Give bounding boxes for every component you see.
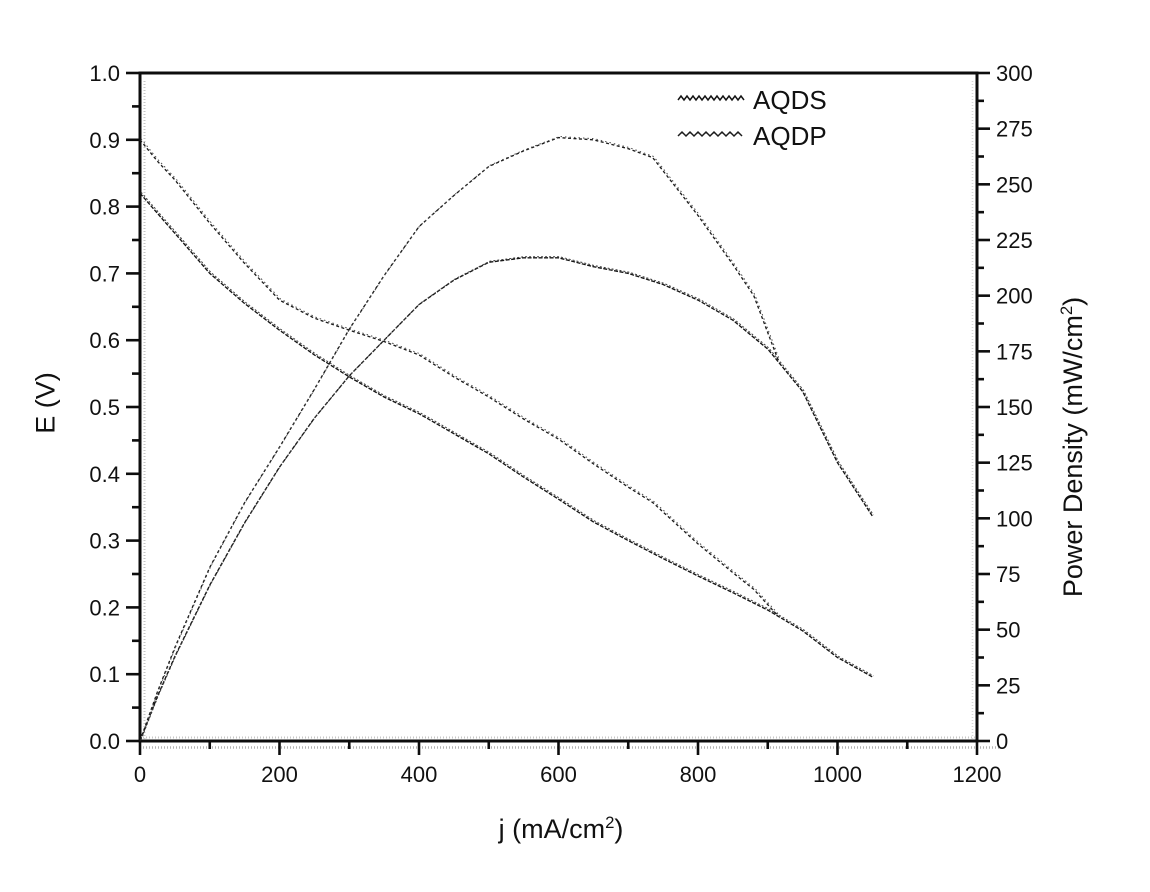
plot-border <box>138 71 979 743</box>
legend-label-aqdp: AQDP <box>753 121 827 151</box>
y-right-tick-label: 300 <box>996 61 1033 86</box>
x-axis-tick-label: 200 <box>261 762 298 787</box>
y-left-tick-label: 0.0 <box>89 729 120 754</box>
y-right-tick-label: 75 <box>996 562 1020 587</box>
y-right-tick-label: 0 <box>996 729 1008 754</box>
curve-aqds-power-density <box>139 257 873 742</box>
x-label-sup: 2 <box>605 813 615 832</box>
y-left-tick-label: 1.0 <box>89 61 120 86</box>
curve-aqds-power-density-echo <box>140 256 874 741</box>
curve-aqdp-power-density <box>139 136 779 742</box>
x-axis-tick-label: 800 <box>680 762 717 787</box>
y-axis-title-left: E (V) <box>31 372 62 434</box>
y-right-tick-label: 25 <box>996 673 1020 698</box>
y-left-tick-label: 0.2 <box>89 595 120 620</box>
legend-swatch-aqds <box>677 94 745 102</box>
y-right-tick-label: 125 <box>996 451 1033 476</box>
curve-aqds-polarization-echo <box>140 191 874 677</box>
y-right-label-sup: 2 <box>1057 305 1076 316</box>
y-right-tick-label: 200 <box>996 284 1033 309</box>
y-right-tick-label: 225 <box>996 228 1033 253</box>
x-axis-tick-label: 0 <box>134 762 146 787</box>
y-right-tick-label: 50 <box>996 618 1020 643</box>
y-left-tick-label: 0.3 <box>89 529 120 554</box>
curve-aqdp-polarization-echo <box>140 138 780 616</box>
y-right-tick-label: 175 <box>996 339 1033 364</box>
y-right-tick-label: 150 <box>996 395 1033 420</box>
y-left-tick-label: 0.8 <box>89 195 120 220</box>
x-axis-tick-label: 1000 <box>813 762 862 787</box>
x-axis-tick-label: 600 <box>540 762 577 787</box>
y-left-tick-label: 0.4 <box>89 462 120 487</box>
x-label-end: ) <box>614 814 624 844</box>
curve-aqdp-polarization <box>139 139 779 617</box>
legend-swatch-aqdp <box>677 130 743 138</box>
y-right-tick-label: 100 <box>996 506 1033 531</box>
y-right-tick-label: 250 <box>996 172 1033 197</box>
y-left-tick-label: 0.7 <box>89 261 120 286</box>
x-axis-tick-label: 400 <box>401 762 438 787</box>
y-right-tick-label: 275 <box>996 117 1033 142</box>
curve-aqds-polarization <box>139 192 873 678</box>
y-left-tick-label: 0.9 <box>89 128 120 153</box>
y-left-label-text: E (V) <box>30 372 61 434</box>
x-axis-tick-label: 1200 <box>953 762 1002 787</box>
y-left-tick-label: 0.5 <box>89 395 120 420</box>
y-right-label-text: Power Density (mW/cm <box>1058 315 1088 598</box>
x-label-text: j (mA/cm <box>498 814 606 844</box>
y-axis-title-right: Power Density (mW/cm2) <box>1057 297 1089 597</box>
y-right-label-end: ) <box>1058 296 1088 306</box>
y-left-tick-label: 0.6 <box>89 328 120 353</box>
x-axis-title: j (mA/cm2) <box>499 813 624 845</box>
y-left-tick-label: 0.1 <box>89 662 120 687</box>
legend-label-aqds: AQDS <box>753 85 827 115</box>
curve-aqdp-power-density-echo <box>140 135 780 741</box>
